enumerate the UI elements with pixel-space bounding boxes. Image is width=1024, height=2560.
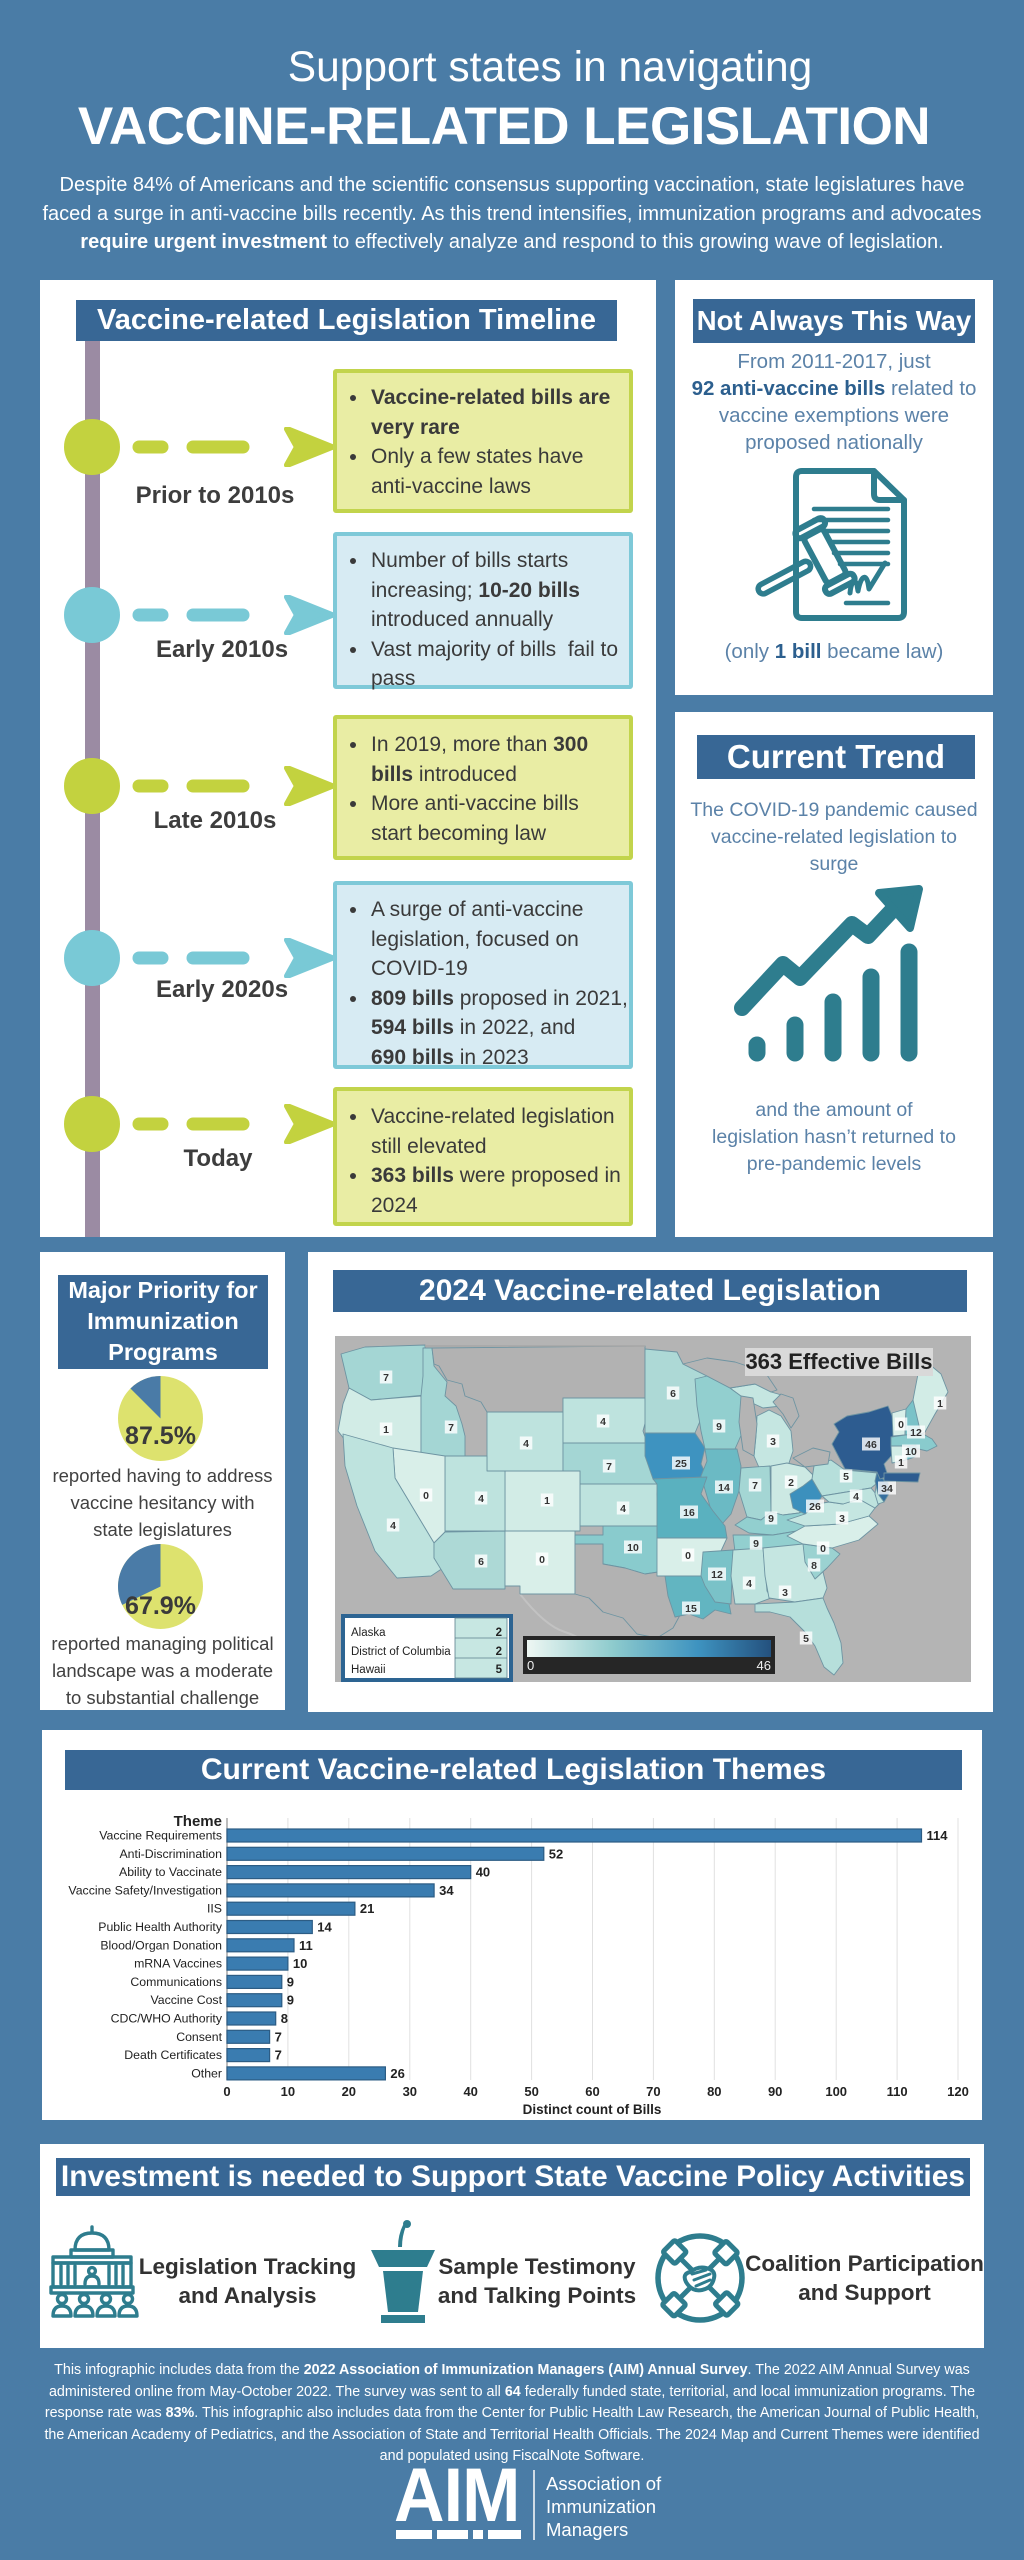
svg-text:7: 7 [275,2029,282,2044]
svg-text:9: 9 [768,1513,774,1525]
svg-text:2: 2 [496,1627,502,1639]
svg-text:9: 9 [753,1538,759,1550]
svg-text:6: 6 [478,1556,484,1568]
svg-text:Death Certificates: Death Certificates [124,2048,222,2062]
svg-text:4: 4 [390,1520,396,1532]
svg-text:Alaska: Alaska [351,1627,386,1639]
svg-text:110: 110 [887,2084,908,2099]
svg-text:8: 8 [281,2011,288,2026]
svg-text:4: 4 [600,1416,606,1428]
svg-text:1: 1 [937,1398,943,1410]
svg-text:Vaccine Requirements: Vaccine Requirements [99,1829,222,1843]
svg-text:0: 0 [820,1543,826,1555]
svg-text:30: 30 [403,2084,417,2099]
svg-text:3: 3 [782,1587,788,1599]
svg-text:4: 4 [478,1493,484,1505]
svg-text:16: 16 [683,1507,695,1519]
svg-text:5: 5 [803,1633,809,1645]
svg-text:14: 14 [718,1482,730,1494]
svg-text:34: 34 [439,1883,454,1898]
svg-text:363 Effective Bills: 363 Effective Bills [745,1349,932,1374]
svg-text:4: 4 [853,1491,859,1503]
svg-text:6: 6 [670,1388,676,1400]
svg-text:8: 8 [811,1560,817,1572]
svg-text:Ability to Vaccinate: Ability to Vaccinate [119,1865,222,1879]
svg-text:Consent: Consent [176,2030,222,2044]
svg-text:0: 0 [539,1554,545,1566]
svg-text:50: 50 [524,2084,538,2099]
svg-text:Anti-Discrimination: Anti-Discrimination [119,1847,222,1861]
svg-text:4: 4 [523,1438,529,1450]
svg-text:10: 10 [281,2084,295,2099]
svg-text:46: 46 [757,1658,771,1673]
svg-text:34: 34 [881,1483,893,1495]
svg-text:2: 2 [496,1646,502,1658]
svg-text:Hawaii: Hawaii [351,1664,386,1676]
svg-text:1: 1 [544,1495,550,1507]
svg-text:10: 10 [627,1542,639,1554]
svg-text:11: 11 [299,1938,313,1953]
svg-text:CDC/WHO Authority: CDC/WHO Authority [111,2012,223,2026]
svg-text:4: 4 [746,1578,752,1590]
svg-text:mRNA Vaccines: mRNA Vaccines [134,1957,222,1971]
svg-text:7: 7 [448,1422,454,1434]
svg-text:40: 40 [463,2084,477,2099]
svg-text:9: 9 [287,1993,294,2008]
svg-text:5: 5 [496,1664,503,1676]
svg-text:Vaccine Safety/Investigation: Vaccine Safety/Investigation [68,1883,222,1897]
svg-text:Blood/Organ Donation: Blood/Organ Donation [100,1938,222,1952]
svg-text:7: 7 [752,1480,758,1492]
svg-text:Vaccine Cost: Vaccine Cost [150,1993,222,2007]
svg-text:0: 0 [223,2084,230,2099]
svg-text:0: 0 [898,1419,904,1431]
svg-text:2: 2 [788,1477,794,1489]
svg-text:3: 3 [839,1513,845,1525]
svg-text:1: 1 [898,1457,904,1469]
svg-text:10: 10 [905,1446,917,1458]
svg-text:5: 5 [843,1471,849,1483]
svg-text:7: 7 [606,1461,612,1473]
svg-text:26: 26 [390,2066,404,2081]
svg-text:40: 40 [476,1865,490,1880]
svg-text:1: 1 [383,1424,389,1436]
svg-text:100: 100 [825,2084,847,2099]
svg-text:20: 20 [342,2084,356,2099]
svg-text:7: 7 [275,2048,282,2063]
svg-text:15: 15 [685,1603,697,1615]
svg-text:52: 52 [549,1846,563,1861]
svg-text:0: 0 [685,1550,691,1562]
svg-text:80: 80 [707,2084,721,2099]
svg-text:0: 0 [423,1490,429,1502]
svg-text:Distinct count of Bills: Distinct count of Bills [523,2102,662,2117]
svg-text:Other: Other [191,2066,222,2080]
svg-text:12: 12 [711,1569,723,1581]
svg-text:12: 12 [910,1427,922,1439]
svg-text:4: 4 [620,1503,626,1515]
svg-text:District of Columbia: District of Columbia [351,1646,451,1658]
svg-text:60: 60 [585,2084,599,2099]
svg-text:3: 3 [770,1436,776,1448]
svg-text:9: 9 [287,1974,294,1989]
svg-text:70: 70 [646,2084,660,2099]
svg-text:Communications: Communications [130,1975,222,1989]
svg-text:Public Health Authority: Public Health Authority [98,1920,223,1934]
svg-text:21: 21 [360,1901,374,1916]
svg-text:14: 14 [317,1920,332,1935]
svg-text:7: 7 [383,1372,389,1384]
svg-text:114: 114 [927,1828,949,1843]
svg-text:90: 90 [768,2084,782,2099]
svg-text:0: 0 [527,1658,534,1673]
svg-text:9: 9 [716,1421,722,1433]
svg-text:26: 26 [809,1501,821,1513]
svg-text:120: 120 [947,2084,969,2099]
svg-text:Theme: Theme [174,1813,222,1830]
svg-text:IIS: IIS [207,1902,222,1916]
svg-text:46: 46 [865,1439,877,1451]
svg-text:25: 25 [675,1458,687,1470]
svg-text:10: 10 [293,1956,307,1971]
